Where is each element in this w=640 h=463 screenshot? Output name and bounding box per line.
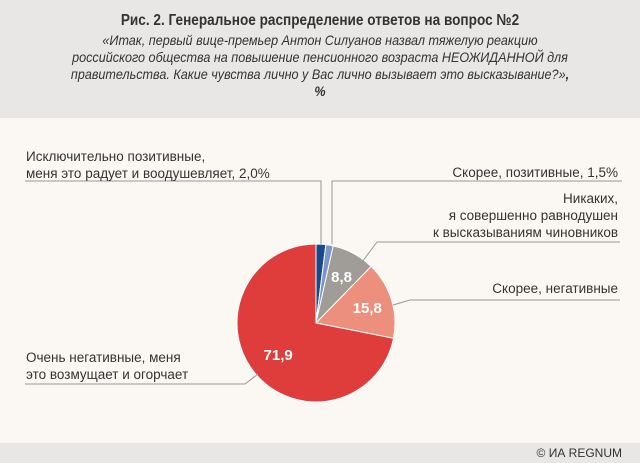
leader-line (392, 299, 620, 306)
value-label: 8,8 (331, 269, 352, 286)
unit-label: , % (314, 66, 570, 99)
leader-line (361, 241, 620, 263)
footer: © ИА REGNUM (0, 443, 640, 463)
label-very-positive: Исключительно позитивные, меня это радует… (26, 149, 270, 181)
credit: © ИА REGNUM (536, 446, 622, 460)
label-very-negative: Очень негативные, меня это возмущает и ог… (26, 350, 189, 382)
chart-subtitle: «Итак, первый вице-премьер Антон Силуано… (68, 32, 572, 100)
label-negative: Скорее, негативные (492, 281, 618, 296)
leader-line (331, 180, 622, 244)
label-neutral: Никаких, я совершенно равнодушен к высказы… (432, 191, 618, 240)
value-label: 15,8 (353, 300, 382, 317)
leader-line (25, 373, 259, 385)
pie-slice (314, 265, 396, 339)
chart-title: Рис. 2. Генеральное распределение ответо… (120, 12, 520, 29)
header: Рис. 2. Генеральное распределение ответо… (0, 0, 640, 118)
value-label: 71,9 (264, 347, 293, 364)
pie-slice (236, 243, 395, 403)
label-positive: Скорее, позитивные, 1,5% (452, 165, 618, 180)
leader-line (25, 180, 322, 244)
question-text: «Итак, первый вице-премьер Антон Силуано… (70, 32, 568, 82)
